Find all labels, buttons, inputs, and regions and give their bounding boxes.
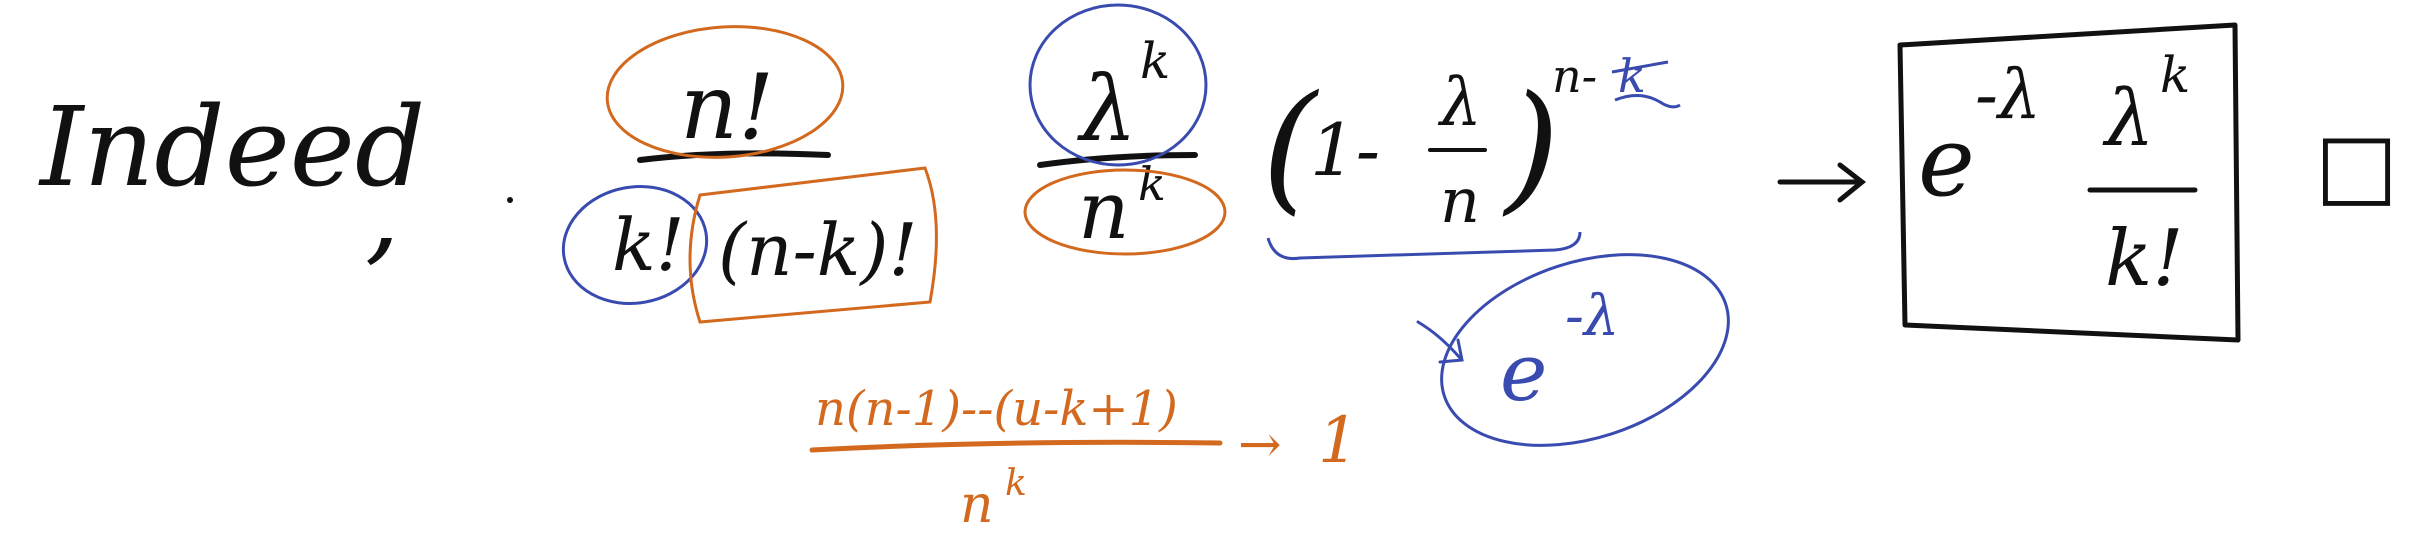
limit-frac-numerator: λ bbox=[1437, 64, 1482, 141]
orange-arrow-icon: → bbox=[1238, 415, 1282, 475]
qed-icon: □ bbox=[2315, 113, 2398, 216]
orange-ratio-denominator: n bbox=[960, 475, 994, 535]
limit-open-paren: ( bbox=[1262, 66, 1320, 229]
blue-limit-exponent: -λ bbox=[1565, 284, 1619, 349]
lambda-numerator: λ bbox=[1077, 57, 1137, 162]
result-base: e bbox=[1918, 106, 1975, 218]
stray-dot bbox=[507, 197, 513, 203]
binomial-numerator: n! bbox=[680, 55, 774, 160]
limit-one-minus: 1- bbox=[1310, 108, 1380, 192]
orange-limit-value: 1 bbox=[1318, 404, 1359, 478]
result-frac-numerator-exponent: k bbox=[2160, 46, 2190, 104]
orange-ratio-bar bbox=[809, 439, 1223, 453]
limit-close-paren: ) bbox=[1502, 66, 1560, 229]
limit-frac-denominator: n bbox=[1440, 164, 1480, 237]
main-arrow-icon bbox=[1777, 162, 1867, 203]
lambda-fraction-bar bbox=[1037, 152, 1198, 168]
result-frac-denominator: k! bbox=[2105, 214, 2184, 304]
intro-word: Indeed bbox=[38, 83, 425, 211]
result-frac-numerator: λ bbox=[2102, 74, 2154, 164]
orange-circle-numerator bbox=[605, 25, 845, 159]
blue-limit-base: e bbox=[1500, 326, 1547, 419]
orange-circle-n-power bbox=[1023, 168, 1227, 256]
orange-ratio-numerator: n(n-1)--(u-k+1) bbox=[815, 381, 1178, 437]
blue-circle-limit bbox=[1440, 253, 1730, 447]
limit-exponent-k: k bbox=[1618, 49, 1646, 103]
blue-circle-lambda-power bbox=[1028, 3, 1208, 167]
lambda-denominator: n bbox=[1078, 164, 1130, 257]
blue-circle-k-factorial bbox=[561, 185, 709, 305]
main-arrow-group bbox=[1777, 162, 1867, 203]
orange-box-n-minus-k bbox=[688, 166, 938, 324]
lambda-denominator-exponent: k bbox=[1138, 157, 1166, 211]
result-exponent: -λ bbox=[1975, 56, 2041, 135]
intro-comma: , bbox=[365, 148, 400, 276]
lambda-fraction: λ k n k bbox=[1023, 3, 1227, 257]
limit-exponent-strikethrough bbox=[1611, 60, 1681, 109]
blue-underbrace bbox=[1266, 231, 1582, 261]
blue-limit-annotation: e -λ bbox=[1416, 253, 1730, 447]
binomial-fraction-bar bbox=[637, 150, 831, 163]
binomial-denominator-right: (n-k)! bbox=[718, 208, 917, 292]
result-box: e -λ λ k k! bbox=[1897, 22, 2241, 343]
binomial-denominator-left: k! bbox=[612, 203, 685, 287]
orange-ratio-annotation: n(n-1)--(u-k+1) n k → 1 bbox=[809, 381, 1359, 535]
lambda-numerator-exponent: k bbox=[1140, 32, 1170, 90]
limit-exponent: n- bbox=[1552, 49, 1597, 103]
binomial-fraction: n! k! (n-k)! bbox=[561, 25, 938, 324]
orange-ratio-denominator-exponent: k bbox=[1005, 463, 1027, 504]
blue-arrow-icon bbox=[1416, 320, 1464, 364]
result-box-border bbox=[1897, 22, 2241, 343]
limit-term: ( 1- λ n ) n- k bbox=[1262, 49, 1681, 261]
